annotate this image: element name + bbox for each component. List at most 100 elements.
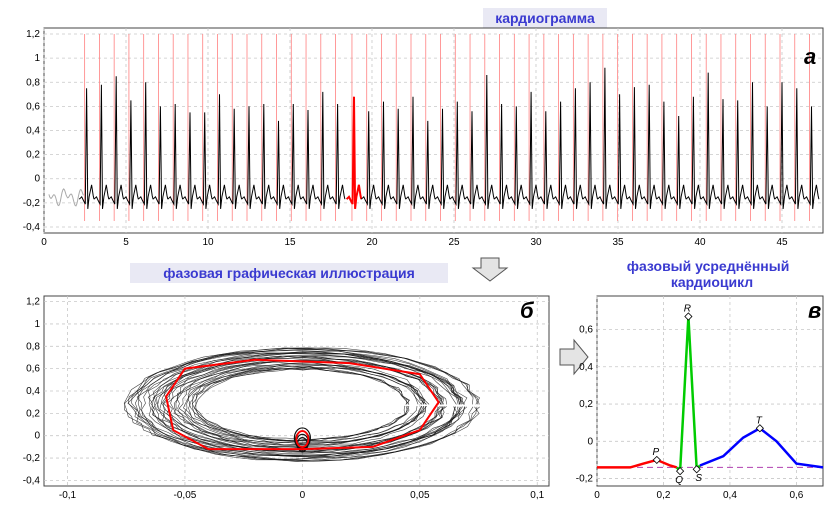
phase-loop (136, 351, 462, 458)
y-tick-label: 0,6 (579, 325, 593, 336)
ecg-beat (360, 111, 377, 209)
y-tick-label: 0,6 (26, 101, 40, 112)
panel-letter-b: б (520, 298, 535, 323)
ecg-beat (78, 88, 95, 209)
phase-loop (163, 360, 430, 447)
phase-loop (183, 367, 408, 442)
point-marker (675, 466, 685, 476)
ecg-beat (523, 91, 539, 209)
ecg-beat (196, 112, 213, 209)
x-tick-label: 40 (694, 237, 706, 248)
phase-portrait-panel: -0,1 -0,05 0 0,05 0,1 -0,4 -0,2 0 0,2 0,4 0,6 0,8 1 1… (23, 295, 550, 501)
y-tick-label: 0 (34, 174, 40, 185)
phase-loop (127, 347, 480, 463)
ecg-beat (300, 109, 316, 209)
point-label: Q (675, 475, 683, 486)
x-tick-label: 35 (612, 237, 624, 248)
phase-loop (188, 367, 410, 442)
y-tick-label: 0,2 (579, 399, 593, 410)
ecg-beat (538, 111, 554, 209)
y-tick-label: -0,2 (576, 474, 594, 485)
ecg-beat (508, 106, 525, 209)
ecg-beat (479, 74, 495, 209)
ecg-beat (152, 106, 169, 209)
phase-loop (123, 349, 468, 460)
ecg-beat (315, 91, 331, 209)
ecg-beat (611, 94, 628, 209)
x-tick-label: 45 (776, 237, 788, 248)
phase-loop (156, 356, 448, 452)
x-tick-label: 0,1 (530, 490, 544, 501)
ecg-beat (420, 120, 436, 209)
phase-loop (152, 355, 445, 453)
ecg-beat (256, 103, 272, 209)
x-tick-label: -0,05 (174, 490, 197, 501)
x-tick-label: 25 (448, 237, 460, 248)
wave-p (597, 458, 678, 469)
point-label: R (684, 303, 691, 314)
ecg-beat (626, 87, 643, 209)
avg-cycle-title-line2: кардиоцикл (671, 274, 753, 290)
y-tick-label: -0,4 (23, 222, 41, 233)
y-tick-label: -0,4 (23, 475, 41, 486)
ecg-beat (774, 82, 790, 209)
ecg-beat (93, 84, 110, 209)
x-tick-label: 20 (366, 237, 378, 248)
ecg-beat (226, 108, 243, 209)
x-tick-label: 0 (41, 237, 47, 248)
point-marker (652, 455, 661, 465)
ecg-beat (567, 88, 584, 209)
down-arrow-icon (471, 257, 509, 282)
ecg-beat (405, 96, 421, 209)
point-marker (684, 312, 693, 321)
x-tick-label: 0,05 (410, 490, 430, 501)
ecg-beat (597, 67, 613, 209)
x-tick-label: 5 (123, 237, 129, 248)
ecg-beat (449, 101, 466, 209)
ecg-beat (285, 103, 302, 209)
phase-loop (162, 358, 440, 451)
avg-cycle-title-line1: фазовый усреднённый (627, 258, 790, 274)
ecg-beat (685, 96, 702, 209)
y-tick-label: 1 (34, 53, 40, 64)
y-tick-label: 1,2 (26, 29, 40, 40)
y-tick-label: -0,2 (23, 453, 41, 464)
y-tick-label: 0,2 (26, 408, 40, 419)
ecg-beat (729, 100, 746, 209)
average-inner-loop (295, 430, 310, 448)
x-tick-label: 15 (284, 237, 296, 248)
ecg-beat (329, 103, 346, 209)
ecg-beat (123, 100, 139, 209)
y-tick-label: 0,4 (26, 386, 40, 397)
y-tick-label: -0,2 (23, 198, 41, 209)
x-tick-label: 10 (202, 237, 214, 248)
panel-letter-v: в (808, 298, 821, 323)
cardiogram-title: кардиограмма (495, 10, 595, 26)
cardiogram-title-bg (483, 8, 607, 28)
ecg-beat (182, 112, 198, 209)
ecg-beat (700, 72, 717, 209)
y-tick-label: 1,2 (26, 297, 40, 308)
phase-loop (128, 350, 468, 461)
x-tick-label: 0 (300, 490, 306, 501)
panel-letter-a: а (804, 44, 816, 69)
phase-title-bg (130, 263, 448, 283)
ecg-beat (375, 101, 392, 209)
phase-loop (136, 352, 464, 458)
phase-loop (123, 347, 479, 462)
point-marker (755, 424, 764, 433)
phase-loop (155, 355, 457, 454)
x-tick-label: 0,4 (723, 490, 737, 501)
ecg-beat (641, 84, 657, 209)
y-tick-label: 0,4 (26, 126, 40, 137)
x-tick-label: -0,1 (59, 490, 77, 501)
ecg-beat (390, 108, 407, 209)
phase-portrait-title: фазовая графическая иллюстрация (163, 265, 415, 281)
y-tick-label: 0,6 (26, 364, 40, 375)
point-label: P (652, 447, 659, 458)
y-tick-label: 0,8 (26, 341, 40, 352)
ecg-beat (434, 108, 451, 209)
ecg-beat (211, 94, 228, 209)
